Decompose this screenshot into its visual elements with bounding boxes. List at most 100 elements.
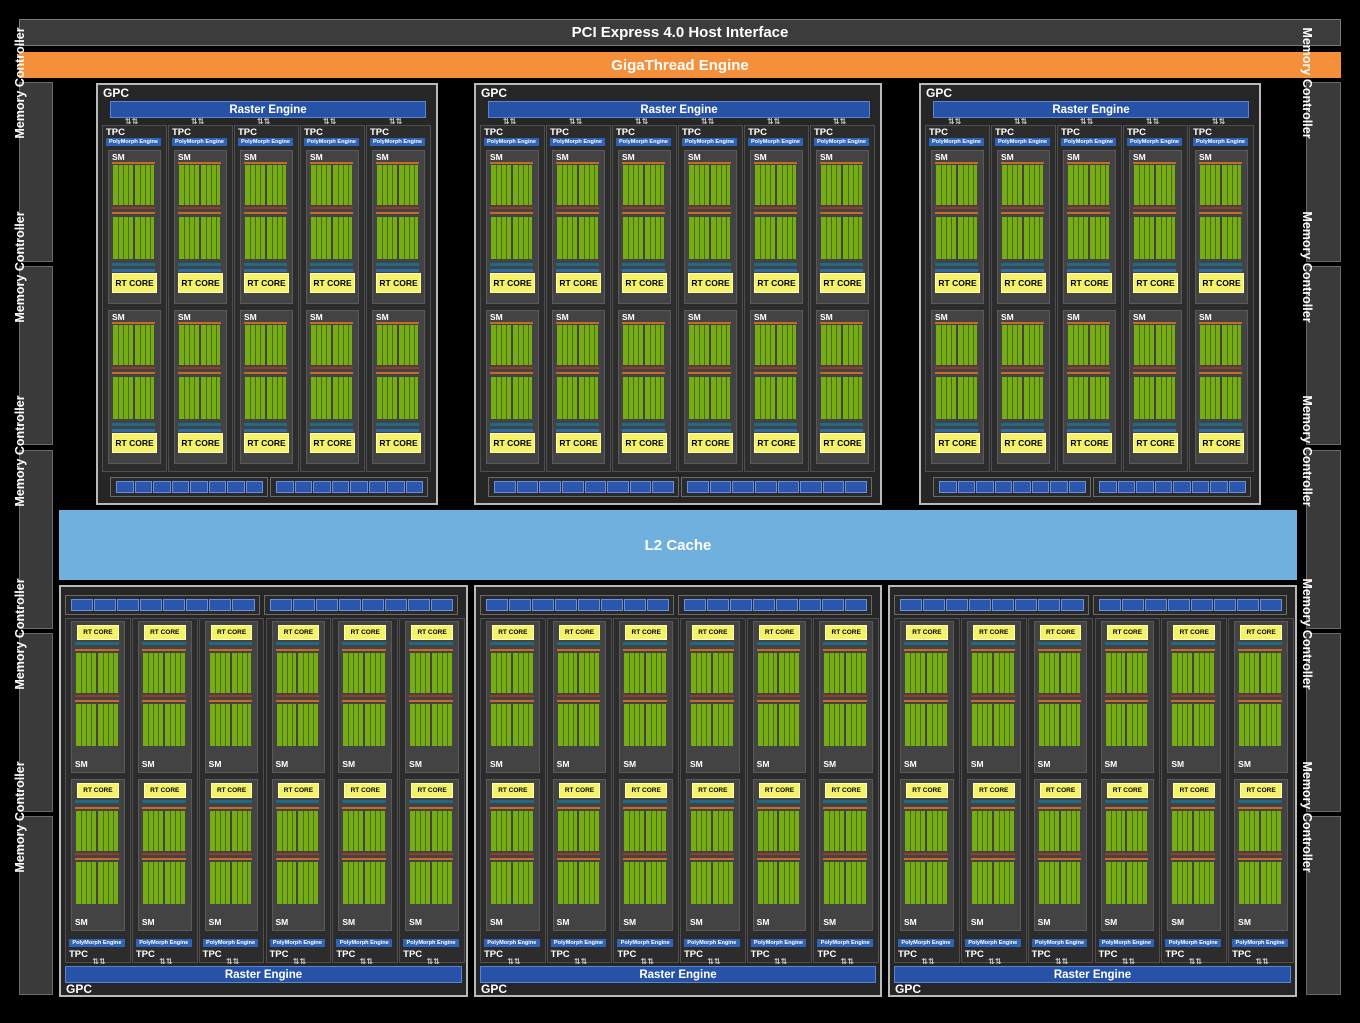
cuda-core-block bbox=[776, 165, 796, 205]
pcie-host-interface: PCI Express 4.0 Host Interface bbox=[19, 19, 1341, 46]
rt-core: RT CORE bbox=[688, 433, 733, 453]
sm-divider bbox=[75, 649, 119, 651]
gigathread-engine: GigaThread Engine bbox=[19, 52, 1341, 78]
raster-engine: Raster Engine bbox=[110, 101, 426, 118]
sm-divider bbox=[112, 423, 155, 426]
memory-unit bbox=[1144, 599, 1167, 611]
core-divider bbox=[941, 377, 942, 419]
sm-label: SM bbox=[1133, 152, 1146, 162]
core-divider bbox=[139, 325, 141, 365]
core-divider bbox=[946, 377, 947, 419]
cuda-core-block bbox=[624, 862, 645, 904]
rt-core: RT CORE bbox=[244, 433, 289, 453]
core-divider bbox=[1276, 704, 1278, 746]
tpc-label: TPC bbox=[617, 949, 637, 960]
memory-unit bbox=[331, 481, 349, 493]
core-divider bbox=[593, 325, 595, 365]
core-divider bbox=[706, 862, 707, 904]
sm-divider bbox=[490, 423, 533, 426]
sm-divider bbox=[178, 212, 221, 214]
cuda-core-block bbox=[491, 217, 511, 259]
core-divider bbox=[387, 217, 388, 259]
memory-unit-group bbox=[933, 477, 1091, 497]
core-divider bbox=[224, 653, 226, 693]
core-divider bbox=[205, 165, 207, 205]
core-divider bbox=[1170, 165, 1172, 205]
core-divider bbox=[1008, 653, 1010, 693]
sm-divider bbox=[342, 858, 387, 860]
sm-divider bbox=[490, 263, 533, 266]
core-divider bbox=[1043, 862, 1045, 904]
sm-label: SM bbox=[1171, 759, 1185, 769]
core-divider bbox=[152, 704, 154, 746]
sm-label: SM bbox=[490, 759, 503, 769]
cuda-core-block bbox=[755, 217, 775, 259]
memory-unit-group bbox=[681, 477, 872, 497]
memory-unit bbox=[709, 481, 732, 493]
sm-divider bbox=[904, 807, 948, 809]
core-divider bbox=[496, 704, 497, 746]
core-divider bbox=[794, 811, 796, 851]
core-divider bbox=[1078, 377, 1079, 419]
sm-block: SM RT CORE bbox=[552, 150, 605, 304]
sm-divider bbox=[623, 695, 667, 697]
sm-divider bbox=[622, 429, 665, 432]
cuda-core-block bbox=[1038, 653, 1059, 693]
sm-divider bbox=[244, 372, 287, 374]
rt-core: RT CORE bbox=[492, 625, 534, 640]
core-divider bbox=[765, 165, 766, 205]
core-divider bbox=[638, 325, 639, 365]
core-divider bbox=[972, 165, 974, 205]
tpc-label: TPC bbox=[1098, 949, 1118, 960]
core-divider bbox=[425, 811, 427, 851]
sm-divider bbox=[970, 800, 1015, 803]
sm-block: RT CORE SM bbox=[686, 621, 740, 773]
core-divider bbox=[588, 325, 590, 365]
core-divider bbox=[169, 704, 171, 746]
tpc-block: TPC PolyMorph Engine SM RT CORE SM RT CORE bbox=[168, 125, 233, 472]
core-divider bbox=[1249, 704, 1251, 746]
core-divider bbox=[1003, 811, 1005, 851]
core-divider bbox=[1070, 811, 1072, 851]
core-divider bbox=[962, 217, 964, 259]
sm-label: SM bbox=[310, 312, 323, 322]
core-divider bbox=[770, 165, 771, 205]
cuda-core-block bbox=[710, 217, 730, 259]
sm-divider bbox=[376, 212, 419, 214]
core-divider bbox=[696, 862, 697, 904]
cuda-core-block bbox=[1155, 217, 1175, 259]
core-divider bbox=[639, 862, 641, 904]
core-divider bbox=[1177, 653, 1179, 693]
cuda-core-block bbox=[266, 325, 286, 365]
core-divider bbox=[981, 862, 983, 904]
core-divider bbox=[661, 862, 663, 904]
core-divider bbox=[638, 377, 639, 419]
memory-unit bbox=[647, 599, 669, 611]
core-divider bbox=[910, 704, 911, 746]
rt-core: RT CORE bbox=[820, 433, 865, 453]
cuda-core-block bbox=[557, 325, 577, 365]
sm-divider bbox=[688, 162, 731, 164]
tpc-block: TPC PolyMorph Engine SM RT CORE SM RT CORE bbox=[102, 125, 167, 472]
sm-divider bbox=[1171, 800, 1216, 803]
cuda-core-block bbox=[245, 217, 265, 259]
sm-divider bbox=[310, 212, 353, 214]
core-divider bbox=[313, 862, 315, 904]
memory-unit bbox=[532, 599, 554, 611]
cuda-core-block bbox=[1200, 165, 1220, 205]
sm-label: SM bbox=[75, 917, 88, 927]
memory-unit bbox=[1050, 481, 1068, 493]
core-divider bbox=[1199, 653, 1201, 693]
tpc-label: TPC bbox=[336, 949, 356, 960]
memory-unit bbox=[368, 481, 386, 493]
core-divider bbox=[326, 217, 327, 259]
core-divider bbox=[654, 217, 656, 259]
core-divider bbox=[112, 811, 114, 851]
cuda-core-block bbox=[332, 165, 352, 205]
core-divider bbox=[281, 653, 283, 693]
rt-core: RT CORE bbox=[1001, 433, 1046, 453]
rt-core: RT CORE bbox=[558, 783, 601, 798]
rt-core: RT CORE bbox=[210, 783, 253, 798]
core-divider bbox=[715, 325, 717, 365]
sm-block: SM RT CORE bbox=[997, 310, 1050, 464]
